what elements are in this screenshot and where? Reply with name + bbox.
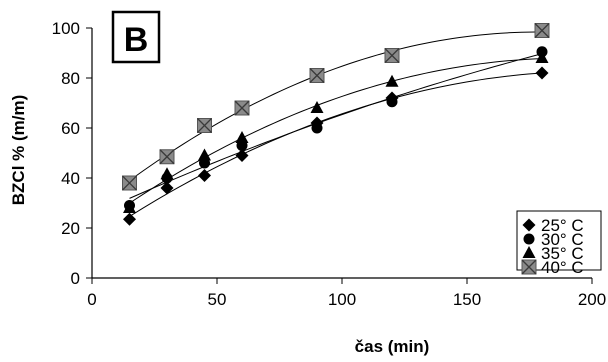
y-tick-label: 0	[71, 269, 80, 288]
legend-label-series-2: 30° C	[541, 230, 584, 249]
y-tick-label: 60	[61, 119, 80, 138]
data-point-series-4	[384, 48, 400, 63]
x-axis-title: čas (min)	[355, 337, 430, 356]
legend-marker-series-2	[523, 233, 535, 245]
data-point-series-3	[385, 74, 399, 87]
legend-marker-series-1	[522, 218, 536, 232]
data-point-series-3	[310, 101, 324, 113]
data-point-series-3	[235, 131, 249, 143]
data-point-series-4	[234, 100, 250, 116]
legend-label-series-4: 40° C	[541, 258, 584, 277]
legend: 25° C30° C35° C40° C	[516, 210, 602, 277]
x-tick-label: 0	[87, 290, 96, 309]
y-axis-title: BZCl % (m/m)	[9, 95, 28, 206]
legend-label-series-1: 25° C	[541, 216, 584, 235]
legend-marker-series-3	[522, 246, 536, 258]
data-point-series-3	[535, 51, 549, 63]
trendline-series-4	[129, 31, 543, 182]
y-tick-label: 20	[61, 219, 80, 238]
y-tick-label: 40	[61, 169, 80, 188]
panel-label-box: B	[111, 10, 161, 64]
y-tick-label: 80	[61, 69, 80, 88]
data-point-series-3	[160, 167, 174, 180]
data-point-series-1	[160, 181, 174, 195]
data-point-series-1	[123, 212, 136, 226]
data-point-series-2	[386, 96, 398, 108]
legend-marker-series-4	[521, 259, 537, 275]
trendline-series-3	[129, 58, 543, 204]
data-point-series-3	[198, 148, 211, 161]
trend-lines	[129, 31, 543, 217]
trendline-series-2	[129, 53, 543, 199]
axes	[86, 27, 593, 284]
data-markers	[122, 23, 550, 226]
legend-label-series-3: 35° C	[541, 244, 584, 263]
x-tick-label: 100	[328, 290, 356, 309]
x-tick-label: 50	[208, 290, 227, 309]
data-point-series-4	[159, 149, 175, 165]
data-point-series-4	[309, 68, 325, 83]
data-point-series-1	[235, 149, 249, 162]
panel-label: B	[124, 21, 149, 59]
data-point-series-4	[197, 118, 212, 133]
x-tick-label: 150	[453, 290, 481, 309]
x-tick-label: 200	[578, 290, 606, 309]
data-point-series-1	[535, 66, 549, 80]
data-point-series-4	[534, 23, 550, 38]
data-point-series-2	[311, 122, 323, 134]
data-point-series-3	[123, 201, 136, 213]
y-tick-label: 100	[52, 19, 80, 38]
data-point-series-4	[122, 175, 137, 191]
tick-labels: 0 20 40 60 80 100 0 50 100 150 200	[52, 19, 607, 309]
trendline-series-1	[129, 72, 543, 217]
data-point-series-1	[198, 169, 211, 182]
